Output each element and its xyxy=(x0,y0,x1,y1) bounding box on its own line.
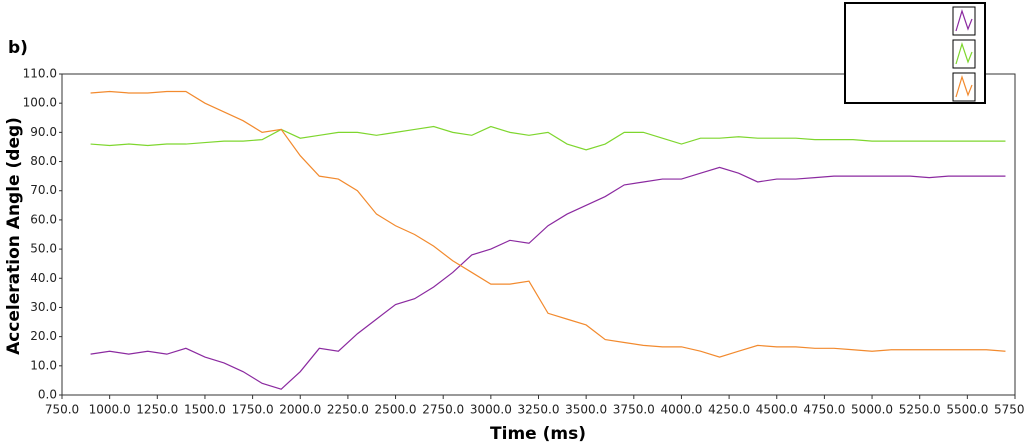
data-line xyxy=(90,90,1006,358)
y-axis-label: Acceleration Angle (deg) xyxy=(4,117,24,355)
x-tick-label: 5000.0 xyxy=(851,403,893,417)
y-tick-label: 40.0 xyxy=(30,271,57,285)
x-tick-label: 4750.0 xyxy=(803,403,845,417)
x-tick-label: 3000.0 xyxy=(470,403,512,417)
x-tick-label: 5750.0 xyxy=(994,403,1024,417)
x-tick-label: 1250.0 xyxy=(136,403,178,417)
x-tick-label: 4250.0 xyxy=(708,403,750,417)
x-tick-label: 1000.0 xyxy=(89,403,131,417)
chart-title: b) xyxy=(8,38,28,58)
data-line xyxy=(90,125,1006,151)
data-line xyxy=(90,166,1006,390)
y-tick-label: 0.0 xyxy=(38,388,57,402)
x-axis-label: Time (ms) xyxy=(490,424,586,444)
x-tick-label: 4500.0 xyxy=(756,403,798,417)
y-tick-label: 90.0 xyxy=(30,125,57,139)
x-tick-label: 4000.0 xyxy=(660,403,702,417)
y-tick-label: 70.0 xyxy=(30,183,57,197)
x-tick-label: 750.0 xyxy=(45,403,79,417)
legend-icon-frame xyxy=(952,6,976,36)
x-tick-label: 2750.0 xyxy=(422,403,464,417)
x-tick-label: 5250.0 xyxy=(899,403,941,417)
x-tick-label: 2500.0 xyxy=(375,403,417,417)
y-tick-label: 30.0 xyxy=(30,300,57,314)
x-tick-label: 1750.0 xyxy=(232,403,274,417)
y-tick-label: 60.0 xyxy=(30,212,57,226)
y-tick-label: 10.0 xyxy=(30,358,57,372)
y-tick-label: 20.0 xyxy=(30,329,57,343)
y-tick-label: 100.0 xyxy=(23,96,57,110)
x-tick-label: 3750.0 xyxy=(613,403,655,417)
x-tick-label: 1500.0 xyxy=(184,403,226,417)
x-tick-label: 3250.0 xyxy=(518,403,560,417)
x-tick-label: 2250.0 xyxy=(327,403,369,417)
legend-icon xyxy=(955,75,973,98)
y-tick-label: 80.0 xyxy=(30,154,57,168)
x-tick-label: 3500.0 xyxy=(565,403,607,417)
x-tick-label: 5500.0 xyxy=(946,403,988,417)
x-tick-label: 2000.0 xyxy=(279,403,321,417)
y-tick-label: 50.0 xyxy=(30,242,57,256)
legend-icon-frame xyxy=(952,39,976,69)
legend-icon xyxy=(955,42,973,65)
legend-icon-frame xyxy=(952,72,976,102)
legend-icon xyxy=(955,9,973,32)
y-tick-label: 110.0 xyxy=(23,67,57,81)
